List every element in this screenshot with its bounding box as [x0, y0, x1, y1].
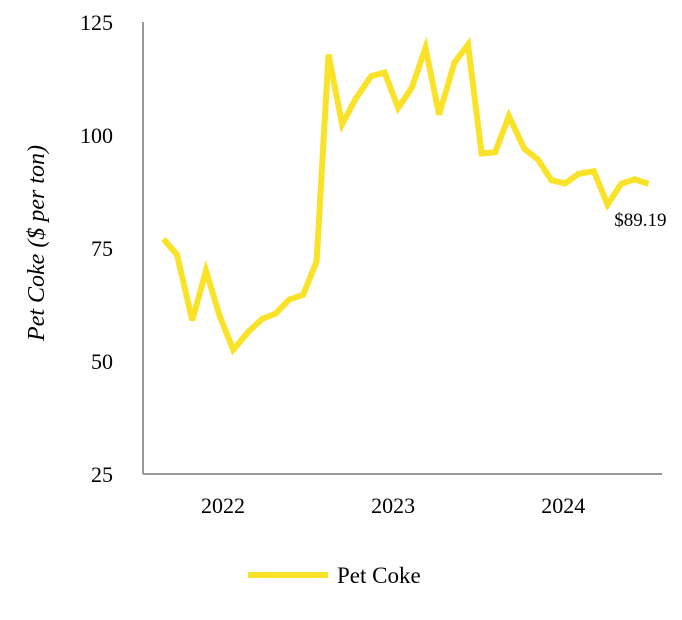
last-value-annotation: $89.19 — [614, 210, 666, 231]
legend-label-pet-coke: Pet Coke — [337, 563, 421, 588]
x-tick-label: 2022 — [201, 493, 245, 518]
y-tick-labels: 25 50 75 100 125 — [80, 10, 113, 487]
x-tick-label: 2024 — [541, 493, 585, 518]
x-tick-label: 2023 — [371, 493, 415, 518]
y-tick-label: 75 — [91, 236, 113, 261]
y-tick-label: 25 — [91, 462, 113, 487]
y-tick-label: 100 — [80, 123, 113, 148]
x-tick-labels: 2022 2023 2024 — [201, 493, 585, 518]
series-line-pet-coke — [161, 36, 650, 356]
y-tick-label: 125 — [80, 10, 113, 35]
series-points — [161, 43, 650, 352]
y-axis-title: Pet Coke ($ per ton) — [24, 145, 50, 342]
legend: Pet Coke — [248, 563, 421, 588]
y-tick-label: 50 — [91, 349, 113, 374]
